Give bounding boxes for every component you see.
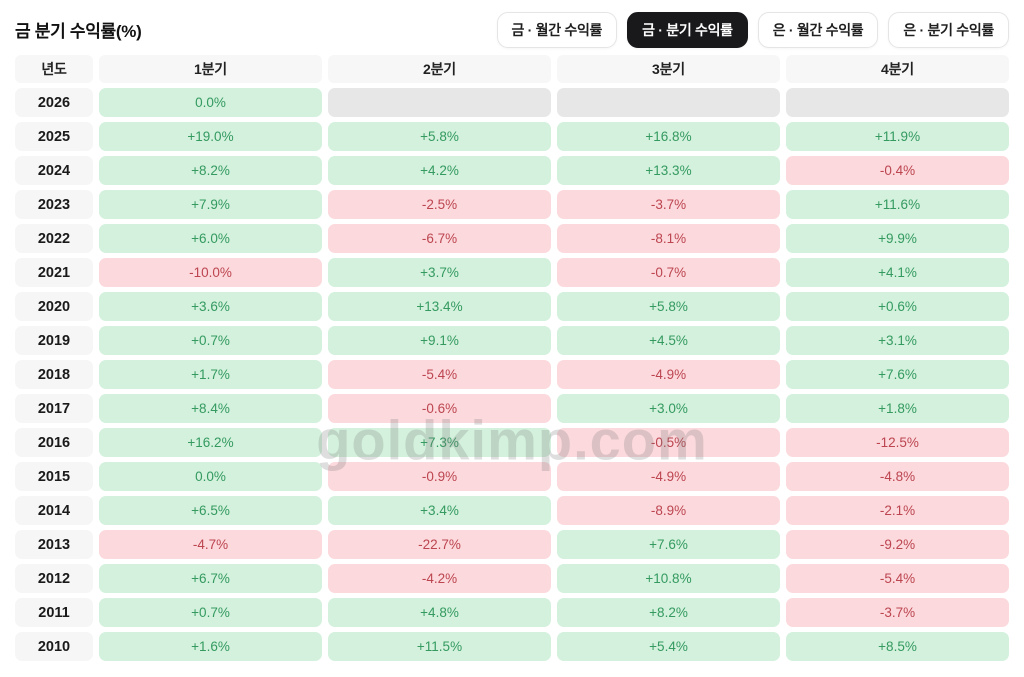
tab-silver-quarterly[interactable]: 은 · 분기 수익률 (888, 12, 1009, 48)
return-cell: -9.2% (786, 530, 1009, 559)
return-cell: +8.2% (557, 598, 780, 627)
return-cell: +9.9% (786, 224, 1009, 253)
page-title: 금 분기 수익률(%) (15, 22, 142, 41)
row-year: 2018 (15, 360, 93, 389)
return-cell: +4.5% (557, 326, 780, 355)
return-cell: +3.4% (328, 496, 551, 525)
return-cell: +10.8% (557, 564, 780, 593)
return-cell: +6.5% (99, 496, 322, 525)
return-cell: -2.5% (328, 190, 551, 219)
row-year: 2024 (15, 156, 93, 185)
return-cell: +7.6% (786, 360, 1009, 389)
return-cell: +8.5% (786, 632, 1009, 661)
return-cell: +16.2% (99, 428, 322, 457)
returns-table: 년도 1분기 2분기 3분기 4분기 2026 0.0% 2025 +19.0% +5.8% +16… (15, 55, 1009, 661)
return-cell: +7.3% (328, 428, 551, 457)
return-cell: +19.0% (99, 122, 322, 151)
return-cell: +7.6% (557, 530, 780, 559)
return-cell: +8.2% (99, 156, 322, 185)
return-cell: +13.3% (557, 156, 780, 185)
return-cell: +16.8% (557, 122, 780, 151)
return-cell: -10.0% (99, 258, 322, 287)
return-cell: -8.1% (557, 224, 780, 253)
return-cell: +4.2% (328, 156, 551, 185)
row-year: 2021 (15, 258, 93, 287)
return-cell: -3.7% (786, 598, 1009, 627)
return-cell: -12.5% (786, 428, 1009, 457)
return-cell: -3.7% (557, 190, 780, 219)
return-cell: +6.0% (99, 224, 322, 253)
return-cell: -5.4% (786, 564, 1009, 593)
row-year: 2016 (15, 428, 93, 457)
return-cell: -4.2% (328, 564, 551, 593)
return-cell: -4.9% (557, 462, 780, 491)
return-cell: +8.4% (99, 394, 322, 423)
return-cell: +9.1% (328, 326, 551, 355)
return-cell: +5.8% (328, 122, 551, 151)
return-cell: -22.7% (328, 530, 551, 559)
row-year: 2011 (15, 598, 93, 627)
tab-gold-monthly[interactable]: 금 · 월간 수익률 (496, 12, 618, 48)
row-year: 2014 (15, 496, 93, 525)
return-cell: +3.7% (328, 258, 551, 287)
return-cell: -4.8% (786, 462, 1009, 491)
return-cell: +0.7% (99, 326, 322, 355)
column-header: 4분기 (786, 55, 1009, 83)
return-cell: -0.9% (328, 462, 551, 491)
row-year: 2025 (15, 122, 93, 151)
return-cell: +4.8% (328, 598, 551, 627)
return-cell: +11.6% (786, 190, 1009, 219)
return-cell: -2.1% (786, 496, 1009, 525)
return-cell: -0.6% (328, 394, 551, 423)
top-bar: 금 분기 수익률(%) 금 · 월간 수익률 금 · 분기 수익률 은 · 월간 수… (15, 12, 1009, 52)
column-header: 년도 (15, 55, 93, 83)
return-cell: +7.9% (99, 190, 322, 219)
return-cell: +5.4% (557, 632, 780, 661)
row-year: 2015 (15, 462, 93, 491)
row-year: 2017 (15, 394, 93, 423)
return-cell: +3.0% (557, 394, 780, 423)
return-cell: +0.6% (786, 292, 1009, 321)
return-cell: +4.1% (786, 258, 1009, 287)
tab-gold-quarterly[interactable]: 금 · 분기 수익률 (627, 12, 748, 48)
return-cell: -0.4% (786, 156, 1009, 185)
return-cell: -4.7% (99, 530, 322, 559)
return-cell: +13.4% (328, 292, 551, 321)
return-cell: -0.5% (557, 428, 780, 457)
return-cell: +6.7% (99, 564, 322, 593)
row-year: 2019 (15, 326, 93, 355)
row-year: 2022 (15, 224, 93, 253)
return-cell: 0.0% (99, 88, 322, 117)
return-cell: +11.5% (328, 632, 551, 661)
return-cell: +11.9% (786, 122, 1009, 151)
return-cell (328, 88, 551, 117)
column-header: 3분기 (557, 55, 780, 83)
return-cell: -4.9% (557, 360, 780, 389)
return-cell (557, 88, 780, 117)
row-year: 2020 (15, 292, 93, 321)
return-cell: +1.7% (99, 360, 322, 389)
return-cell: +3.1% (786, 326, 1009, 355)
return-cell: +1.8% (786, 394, 1009, 423)
column-header: 2분기 (328, 55, 551, 83)
return-cell: -6.7% (328, 224, 551, 253)
return-cell: +0.7% (99, 598, 322, 627)
return-cell: +1.6% (99, 632, 322, 661)
tab-bar: 금 · 월간 수익률 금 · 분기 수익률 은 · 월간 수익률 은 · 분기 수익률 (496, 12, 1009, 48)
tab-silver-monthly[interactable]: 은 · 월간 수익률 (757, 12, 879, 48)
row-year: 2010 (15, 632, 93, 661)
row-year: 2023 (15, 190, 93, 219)
return-cell: -8.9% (557, 496, 780, 525)
return-cell: -0.7% (557, 258, 780, 287)
return-cell: -5.4% (328, 360, 551, 389)
return-cell: 0.0% (99, 462, 322, 491)
column-header: 1분기 (99, 55, 322, 83)
row-year: 2026 (15, 88, 93, 117)
return-cell (786, 88, 1009, 117)
return-cell: +5.8% (557, 292, 780, 321)
row-year: 2013 (15, 530, 93, 559)
row-year: 2012 (15, 564, 93, 593)
return-cell: +3.6% (99, 292, 322, 321)
